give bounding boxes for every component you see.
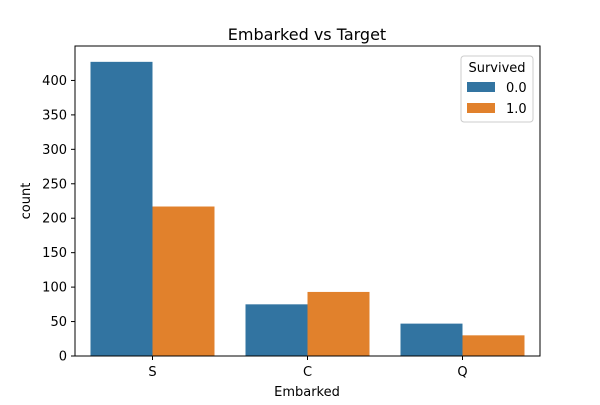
plot-area: 0 50 100 150 200 250 300 350 400 S C Q xyxy=(42,45,541,380)
y-tick-label-350: 350 xyxy=(42,108,67,123)
legend-label-0.0: 0.0 xyxy=(506,81,527,96)
x-tick-label-S: S xyxy=(148,365,156,380)
y-axis-label: count xyxy=(19,183,34,220)
bar-C-1.0 xyxy=(307,291,370,356)
legend-title: Survived xyxy=(468,61,525,76)
y-tick-label-400: 400 xyxy=(42,74,67,89)
bar-S-0.0 xyxy=(90,61,153,356)
legend-swatch-0.0 xyxy=(467,82,495,92)
legend-swatch-1.0 xyxy=(467,103,495,113)
x-tick-label-Q: Q xyxy=(457,365,467,380)
bar-C-0.0 xyxy=(245,304,308,356)
y-tick-label-0: 0 xyxy=(59,350,67,365)
bar-Q-1.0 xyxy=(462,335,525,356)
legend: Survived 0.0 1.0 xyxy=(460,55,534,123)
x-tick-label-C: C xyxy=(303,365,312,380)
y-tick-label-50: 50 xyxy=(50,315,67,330)
y-tick-label-300: 300 xyxy=(42,143,67,158)
y-tick-label-250: 250 xyxy=(42,177,67,192)
y-tick-label-150: 150 xyxy=(42,246,67,261)
bar-S-1.0 xyxy=(152,206,215,356)
chart-title: Embarked vs Target xyxy=(228,25,386,44)
legend-label-1.0: 1.0 xyxy=(506,102,527,117)
bar-Q-0.0 xyxy=(400,323,463,356)
x-axis-label: Embarked xyxy=(274,385,340,400)
y-tick-label-200: 200 xyxy=(42,212,67,227)
y-tick-label-100: 100 xyxy=(42,281,67,296)
